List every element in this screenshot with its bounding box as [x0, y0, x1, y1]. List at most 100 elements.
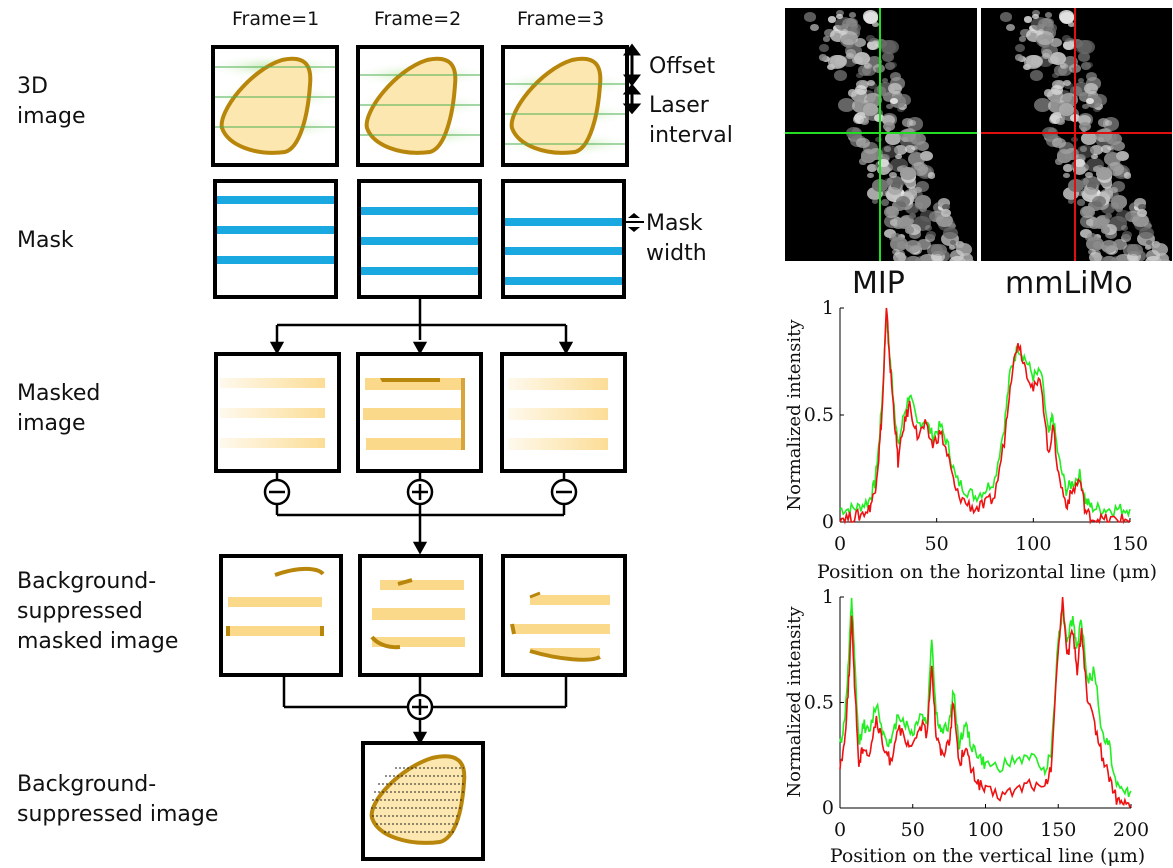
y-tick-label: 1: [822, 297, 834, 319]
cell-blob: [1103, 224, 1118, 236]
cell-blob: [1085, 172, 1093, 179]
cell-blob: [1074, 159, 1085, 168]
cell-blob: [837, 97, 855, 112]
cell-blob: [890, 98, 898, 105]
frame2-3d-box: [356, 45, 484, 167]
sum-connector-1: [275, 471, 566, 555]
cell-blob: [1054, 81, 1065, 89]
cell-blob: [1081, 205, 1095, 216]
frame3-mask-box: [501, 179, 626, 299]
cell-blob: [1032, 10, 1040, 17]
cell-blob: [1059, 141, 1074, 154]
cell-blob: [863, 12, 879, 24]
cell-blob: [1114, 205, 1124, 213]
cell-blob: [1060, 62, 1068, 69]
cell-blob: [890, 94, 907, 108]
x-tick-label: 0: [834, 533, 846, 555]
cell-blob: [845, 17, 858, 28]
frame3-masked-box: [500, 352, 627, 473]
x-axis-label: Position on the vertical line (μm): [830, 845, 1145, 867]
frame3-3d-box: [501, 45, 629, 167]
cell-blob: [1133, 197, 1147, 208]
cell-blob: [864, 62, 872, 69]
cell-blob: [881, 199, 890, 206]
cell-blob: [889, 172, 897, 179]
x-tick-label: 100: [1015, 533, 1051, 555]
cell-blob: [950, 250, 964, 261]
cell-blob: [884, 228, 896, 238]
cell-blob: [910, 132, 927, 146]
mip-caption: MIP: [852, 266, 905, 301]
cell-blob: [1078, 51, 1091, 62]
cell-blob: [1063, 164, 1073, 172]
cell-blob: [1154, 252, 1169, 261]
cell-blob: [848, 12, 857, 19]
cell-blob: [852, 115, 865, 125]
cell-blob: [1048, 115, 1061, 125]
x-tick-label: 50: [901, 819, 925, 841]
cell-blob: [1111, 180, 1126, 192]
crosshair-horizontal: [785, 132, 977, 134]
cell-blob: [1146, 239, 1153, 245]
cell-blob: [1081, 186, 1098, 200]
cell-blob: [868, 65, 875, 71]
cell-blob: [867, 173, 874, 179]
frame3-bgsup-masked-box: [501, 554, 627, 677]
frame2-mask-box: [357, 179, 482, 299]
cell-blob: [810, 24, 820, 32]
cell-blob: [1083, 82, 1099, 95]
cell-blob: [892, 252, 907, 261]
cell-blob: [1036, 30, 1054, 45]
cell-blob: [962, 259, 976, 261]
cell-blob: [856, 72, 864, 79]
cell-blob: [914, 202, 924, 210]
cell-blob: [1052, 72, 1060, 79]
cell-blob: [880, 144, 898, 159]
cell-blob: [1068, 179, 1085, 193]
series-line-mip: [839, 314, 1131, 518]
bgsup-image-box: [361, 741, 485, 861]
cell-blob: [824, 29, 835, 38]
cell-blob: [918, 205, 928, 213]
cell-blob: [1097, 219, 1106, 227]
cell-blob: [907, 224, 922, 236]
cell-blob: [1078, 114, 1091, 125]
cell-blob: [1044, 12, 1053, 19]
x-tick-label: 150: [1112, 533, 1148, 555]
cell-blob: [1101, 226, 1111, 234]
cell-blob: [1143, 222, 1152, 229]
cell-blob: [1138, 226, 1154, 239]
cell-blob: [1000, 12, 1012, 22]
cell-blob: [904, 256, 922, 261]
cell-blob: [1085, 236, 1104, 252]
cell-blob: [867, 164, 877, 172]
cell-blob: [947, 222, 956, 229]
cell-blob: [1092, 195, 1107, 207]
cell-blob: [854, 37, 867, 48]
vertical-profile-chart: 0 50 100 150 200 0 0.5 1 Position on the vertica…: [784, 586, 1149, 867]
op-minus-1: [263, 478, 291, 506]
y-axis-label: Normalized intensity: [784, 606, 805, 798]
cell-blob: [1100, 145, 1111, 154]
series-line-mmlimo: [839, 596, 1132, 809]
cell-blob: [1130, 210, 1140, 218]
cell-blob: [919, 150, 933, 162]
cell-blob: [819, 54, 828, 61]
cell-blob: [1079, 121, 1092, 132]
cell-blob: [1110, 202, 1120, 210]
cell-blob: [919, 254, 936, 261]
cell-blob: [885, 205, 899, 216]
row-label-3d-line1: 3D: [17, 74, 48, 99]
cell-blob: [942, 226, 958, 239]
cell-blob: [1088, 252, 1103, 261]
laser-label-line1: Laser: [649, 93, 709, 118]
cell-blob: [1086, 71, 1098, 81]
frame2-bgsup-masked-box: [358, 554, 483, 677]
cell-blob: [1088, 248, 1096, 256]
cell-blob: [1073, 164, 1086, 175]
cell-blob: [1138, 203, 1146, 210]
cell-blob: [904, 189, 917, 200]
cell-blob: [862, 103, 879, 116]
cell-blob: [949, 241, 959, 249]
cell-blob: [893, 145, 907, 156]
